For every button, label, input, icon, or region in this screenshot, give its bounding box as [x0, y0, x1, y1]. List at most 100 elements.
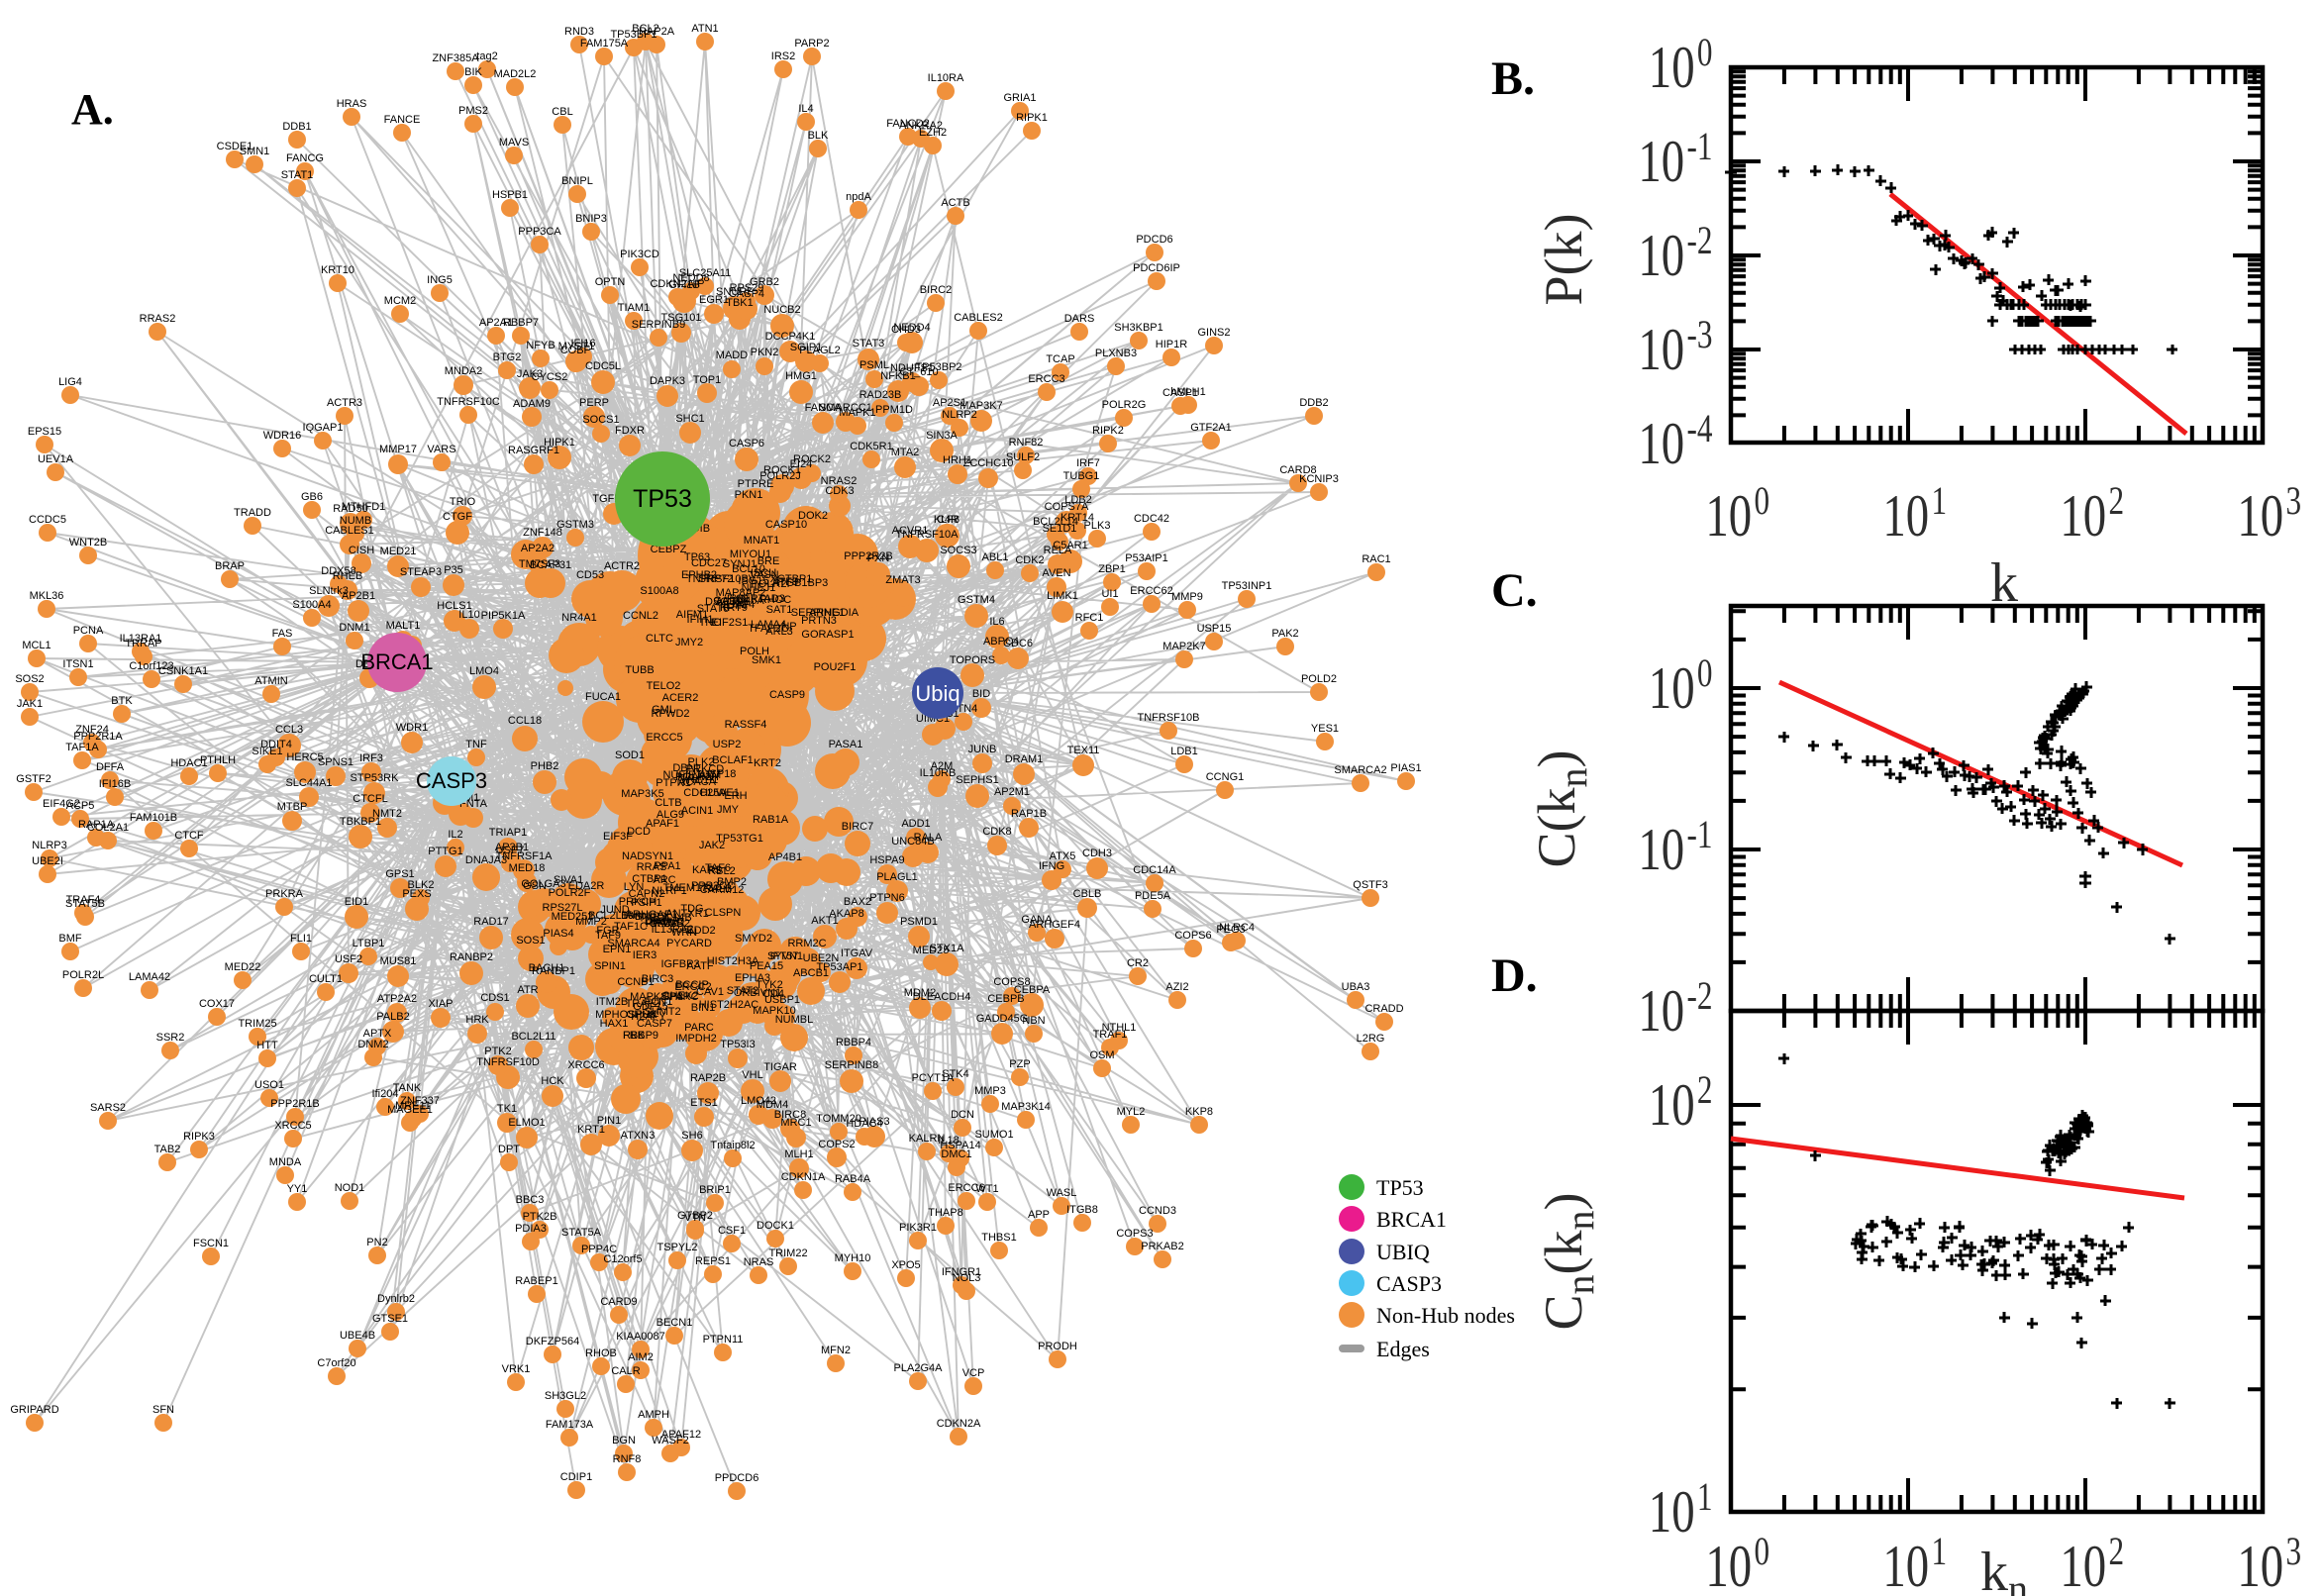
- svg-text:ANTXR1: ANTXR1: [665, 908, 708, 920]
- svg-text:WDR16: WDR16: [263, 430, 302, 442]
- svg-text:PSML: PSML: [859, 359, 889, 371]
- svg-text:ARC: ARC: [653, 874, 675, 886]
- svg-text:LDB1: LDB1: [1170, 746, 1198, 757]
- svg-text:CAPN2: CAPN2: [629, 888, 665, 900]
- svg-text:PPP3CA: PPP3CA: [518, 226, 561, 238]
- svg-text:ITSN1: ITSN1: [62, 658, 93, 670]
- svg-text:APAF1: APAF1: [646, 818, 679, 830]
- svg-text:AP2M1: AP2M1: [994, 786, 1030, 798]
- svg-text:HDAC4: HDAC4: [846, 1118, 882, 1130]
- svg-text:COL2A1: COL2A1: [87, 822, 129, 834]
- svg-text:HERC5: HERC5: [286, 751, 323, 763]
- svg-text:HAX1: HAX1: [600, 1018, 629, 1030]
- svg-text:PIP5K1A: PIP5K1A: [481, 610, 526, 622]
- svg-text:EPHA3: EPHA3: [735, 972, 770, 984]
- svg-text:BCL2L11: BCL2L11: [511, 1031, 556, 1043]
- svg-text:IL2: IL2: [448, 829, 462, 841]
- svg-text:RRAS2: RRAS2: [140, 313, 176, 325]
- svg-text:DOCK1: DOCK1: [757, 1220, 794, 1232]
- svg-text:CALR: CALR: [611, 1365, 640, 1377]
- svg-text:BRIP1: BRIP1: [699, 1184, 731, 1196]
- svg-text:SEPHS1: SEPHS1: [956, 774, 998, 786]
- svg-text:IER3: IER3: [633, 949, 656, 961]
- svg-text:STAT6: STAT6: [697, 603, 730, 615]
- svg-text:Edges: Edges: [1376, 1337, 1430, 1361]
- svg-text:KRT2: KRT2: [754, 757, 781, 769]
- svg-text:PDIA3: PDIA3: [515, 1223, 547, 1235]
- svg-text:TP53I3: TP53I3: [720, 1039, 755, 1050]
- svg-text:MED21: MED21: [380, 546, 417, 557]
- svg-text:GFI1B: GFI1B: [668, 279, 700, 291]
- svg-text:PDCD6IP: PDCD6IP: [1133, 262, 1180, 274]
- svg-text:CDC27: CDC27: [691, 557, 727, 569]
- svg-text:CLSPN: CLSPN: [705, 907, 742, 919]
- svg-text:BCL2L10: BCL2L10: [588, 910, 634, 922]
- svg-text:UBE2N: UBE2N: [803, 952, 840, 964]
- svg-text:HRK: HRK: [465, 1014, 489, 1026]
- svg-text:ERCC6: ERCC6: [948, 1182, 984, 1194]
- svg-text:S100A4: S100A4: [292, 599, 331, 611]
- svg-text:LAMA42: LAMA42: [129, 971, 170, 983]
- svg-text:EDA2R: EDA2R: [568, 880, 605, 892]
- svg-text:PRTN3: PRTN3: [801, 615, 837, 627]
- svg-text:RAB4A: RAB4A: [835, 1173, 871, 1185]
- svg-text:OSM: OSM: [1089, 1049, 1114, 1061]
- svg-text:LIMK1: LIMK1: [1047, 590, 1078, 602]
- svg-text:RAP2B: RAP2B: [690, 1072, 726, 1084]
- svg-text:PTPN11: PTPN11: [703, 1334, 744, 1346]
- svg-text:BCL10: BCL10: [732, 563, 765, 575]
- svg-text:PSMD1: PSMD1: [900, 916, 938, 928]
- svg-text:SYVN1: SYVN1: [767, 950, 803, 962]
- svg-text:BMP2: BMP2: [717, 876, 747, 888]
- svg-text:MYST1: MYST1: [558, 341, 595, 352]
- svg-text:MMP2: MMP2: [575, 916, 607, 928]
- svg-text:RND3: RND3: [564, 26, 594, 38]
- svg-text:SAT1: SAT1: [766, 604, 793, 616]
- svg-text:GADD45A: GADD45A: [713, 595, 764, 607]
- svg-text:PKN1: PKN1: [735, 489, 763, 501]
- svg-text:RABEP1: RABEP1: [515, 1275, 557, 1287]
- svg-text:RIPK2: RIPK2: [1092, 425, 1124, 437]
- svg-text:CCDC5: CCDC5: [29, 514, 66, 526]
- svg-text:SMARCA4: SMARCA4: [607, 938, 659, 949]
- svg-text:L2RG: L2RG: [1357, 1033, 1385, 1045]
- svg-text:QSTF3: QSTF3: [1353, 879, 1387, 891]
- svg-text:REPS1: REPS1: [695, 1255, 731, 1267]
- svg-text:SH3GL2: SH3GL2: [545, 1390, 586, 1402]
- svg-text:COPS6: COPS6: [1174, 930, 1211, 942]
- svg-text:SHMT2: SHMT2: [644, 1006, 680, 1018]
- svg-text:PXN: PXN: [867, 552, 890, 564]
- svg-text:PCNA: PCNA: [73, 625, 104, 637]
- svg-text:AP3B1: AP3B1: [495, 842, 529, 853]
- svg-text:CDC14B: CDC14B: [649, 912, 691, 924]
- svg-text:MADD: MADD: [716, 349, 748, 361]
- svg-text:FNTA: FNTA: [459, 798, 488, 810]
- svg-text:CISH: CISH: [349, 545, 374, 556]
- svg-text:ITM2B: ITM2B: [596, 996, 628, 1008]
- svg-text:WRN: WRN: [671, 927, 697, 939]
- svg-text:POLR2H: POLR2H: [675, 771, 719, 783]
- svg-text:CABLES1: CABLES1: [325, 525, 374, 537]
- svg-text:CDK8: CDK8: [982, 826, 1011, 838]
- svg-text:HIP1R: HIP1R: [1156, 339, 1187, 350]
- svg-text:SLC25A11: SLC25A11: [679, 267, 731, 279]
- svg-text:HRH1: HRH1: [943, 454, 972, 466]
- svg-text:SPNS1: SPNS1: [318, 756, 354, 768]
- svg-text:AP2A2: AP2A2: [521, 543, 555, 554]
- svg-text:PEXS: PEXS: [402, 888, 431, 900]
- svg-text:USP7: USP7: [496, 845, 525, 856]
- svg-text:CEBPZ: CEBPZ: [651, 544, 687, 555]
- svg-text:XCTBP1: XCTBP1: [770, 573, 813, 585]
- svg-text:PTPN6: PTPN6: [869, 892, 904, 904]
- svg-text:S100A8: S100A8: [640, 585, 678, 597]
- svg-text:SYNJ1: SYNJ1: [723, 558, 757, 570]
- svg-text:SMARCA2: SMARCA2: [1334, 764, 1386, 776]
- svg-text:UBIQ: UBIQ: [1376, 1240, 1430, 1264]
- svg-text:CDC25A: CDC25A: [683, 787, 727, 799]
- svg-text:BGN: BGN: [612, 1435, 636, 1446]
- svg-text:ISG15: ISG15: [738, 575, 768, 587]
- svg-text:FYN: FYN: [727, 593, 749, 605]
- svg-text:YES1: YES1: [1311, 723, 1339, 735]
- svg-text:UBE4B: UBE4B: [340, 1330, 375, 1342]
- svg-text:IL4: IL4: [798, 103, 813, 115]
